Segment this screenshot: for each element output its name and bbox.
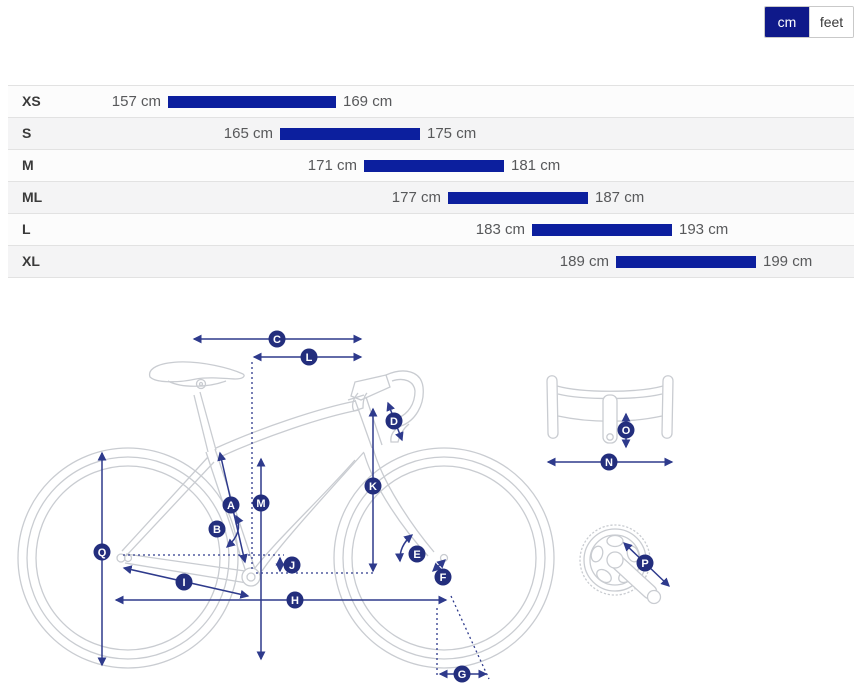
saddle bbox=[148, 361, 245, 387]
measure-e-angle-arrow bbox=[395, 534, 414, 563]
marker-k-badge: K bbox=[364, 477, 382, 495]
size-chart: XS 157 cm 169 cm S 165 cm 175 cm M 171 cm 181 cm… bbox=[8, 85, 854, 278]
range-min-label: 189 cm bbox=[559, 253, 609, 270]
marker-l-badge: L bbox=[300, 348, 318, 366]
height-range-bar bbox=[448, 192, 588, 204]
range-max-label: 175 cm bbox=[427, 125, 477, 142]
marker-d-letter: D bbox=[390, 416, 398, 428]
range-max-label: 169 cm bbox=[343, 93, 393, 110]
marker-q-badge: Q bbox=[93, 543, 111, 561]
marker-n-letter: N bbox=[605, 457, 613, 469]
height-range-bar bbox=[280, 128, 420, 140]
marker-j-badge: J bbox=[283, 556, 301, 574]
size-row-s: S 165 cm 175 cm bbox=[8, 118, 854, 150]
marker-g-letter: G bbox=[458, 669, 467, 681]
marker-p-badge: P bbox=[636, 554, 654, 572]
range-min-label: 171 cm bbox=[307, 157, 357, 174]
unit-cm-button[interactable]: cm bbox=[765, 7, 809, 37]
size-label: S bbox=[22, 125, 32, 141]
steering-axis-dotted-line bbox=[450, 595, 490, 680]
size-row-m: M 171 cm 181 cm bbox=[8, 150, 854, 182]
size-row-l: L 183 cm 193 cm bbox=[8, 214, 854, 246]
unit-feet-button[interactable]: feet bbox=[809, 7, 853, 37]
marker-e-letter: E bbox=[413, 549, 420, 561]
marker-a-badge: A bbox=[222, 496, 240, 514]
marker-m-badge: M bbox=[252, 494, 270, 512]
range-min-label: 177 cm bbox=[391, 189, 441, 206]
marker-h-badge: H bbox=[286, 591, 304, 609]
marker-a-letter: A bbox=[227, 500, 235, 512]
marker-c-badge: C bbox=[268, 330, 286, 348]
height-range-bar bbox=[532, 224, 672, 236]
size-row-xs: XS 157 cm 169 cm bbox=[8, 86, 854, 118]
marker-c-letter: C bbox=[273, 334, 281, 346]
marker-q-letter: Q bbox=[98, 547, 107, 559]
marker-b-badge: B bbox=[208, 520, 226, 538]
size-label: L bbox=[22, 221, 31, 237]
range-max-label: 187 cm bbox=[595, 189, 645, 206]
bike-drawing bbox=[17, 361, 674, 669]
reference-lines bbox=[123, 362, 490, 680]
height-range-bar bbox=[364, 160, 504, 172]
height-range-bar bbox=[616, 256, 756, 268]
marker-e-badge: E bbox=[408, 545, 426, 563]
height-range-bar bbox=[168, 96, 336, 108]
marker-b-letter: B bbox=[213, 524, 221, 536]
fork bbox=[363, 447, 435, 557]
size-label: XL bbox=[22, 253, 40, 269]
marker-d-badge: D bbox=[385, 412, 403, 430]
front-wheel bbox=[333, 447, 555, 669]
range-max-label: 199 cm bbox=[763, 253, 813, 270]
marker-m-letter: M bbox=[256, 498, 265, 510]
size-label: ML bbox=[22, 189, 43, 205]
size-row-xl: XL 189 cm 199 cm bbox=[8, 246, 854, 278]
geometry-diagram: C L D AB M K J I H Q E F G N O P bbox=[17, 330, 674, 683]
marker-i-badge: I bbox=[175, 573, 193, 591]
size-row-ml: ML 177 cm 187 cm bbox=[8, 182, 854, 214]
size-label: XS bbox=[22, 93, 41, 109]
size-label: M bbox=[22, 157, 34, 173]
range-min-label: 165 cm bbox=[223, 125, 273, 142]
measure-f-arrow bbox=[432, 559, 446, 572]
marker-h-letter: H bbox=[291, 595, 299, 607]
marker-n-badge: N bbox=[600, 453, 618, 471]
range-min-label: 183 cm bbox=[475, 221, 525, 238]
marker-k-letter: K bbox=[369, 481, 377, 493]
range-max-label: 181 cm bbox=[511, 157, 561, 174]
marker-badges: C L D AB M K J I H Q E F G N O P bbox=[93, 330, 654, 683]
range-min-label: 157 cm bbox=[111, 93, 161, 110]
handlebar-front-view bbox=[546, 375, 674, 444]
marker-p-letter: P bbox=[641, 558, 648, 570]
marker-f-letter: F bbox=[440, 572, 447, 584]
range-max-label: 193 cm bbox=[679, 221, 729, 238]
marker-j-letter: J bbox=[289, 560, 295, 572]
marker-f-badge: F bbox=[434, 568, 452, 586]
measurement-arrows bbox=[97, 334, 674, 679]
handlebar-side-view bbox=[347, 370, 424, 443]
marker-o-badge: O bbox=[617, 421, 635, 439]
marker-l-letter: L bbox=[306, 352, 313, 364]
unit-toggle: cm feet bbox=[764, 6, 854, 38]
marker-i-letter: I bbox=[182, 577, 185, 589]
measure-b-angle-arrow bbox=[225, 514, 244, 548]
marker-o-letter: O bbox=[622, 425, 631, 437]
marker-g-badge: G bbox=[453, 665, 471, 683]
rear-wheel bbox=[17, 447, 239, 669]
